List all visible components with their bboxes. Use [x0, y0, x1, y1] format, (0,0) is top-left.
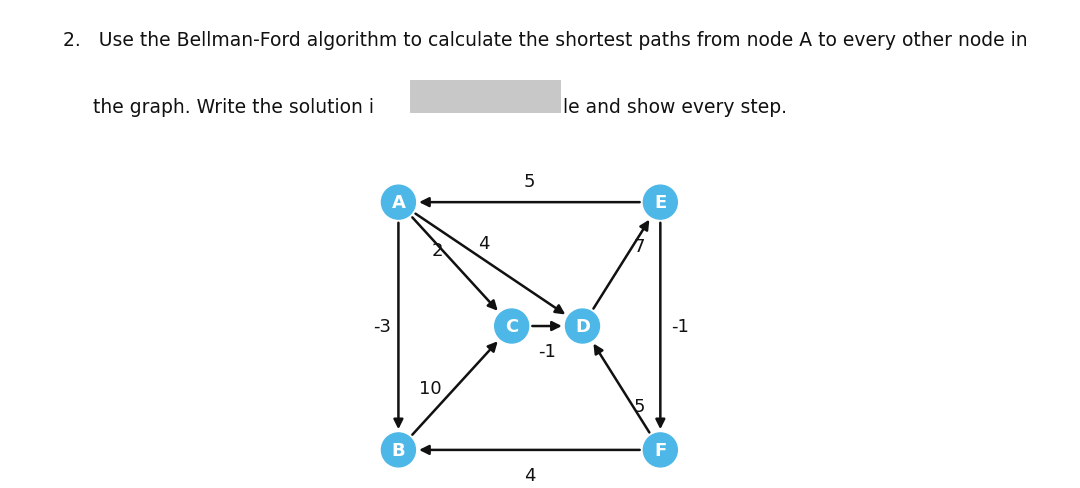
Text: B: B: [392, 441, 405, 459]
Text: 2: 2: [432, 242, 443, 260]
Text: -3: -3: [374, 317, 391, 335]
Text: F: F: [654, 441, 666, 459]
Text: A: A: [391, 194, 405, 212]
Text: -1: -1: [671, 317, 689, 335]
Circle shape: [566, 309, 599, 344]
Text: the graph. Write the solution i: the graph. Write the solution i: [63, 98, 374, 116]
Circle shape: [495, 309, 529, 344]
Text: 7: 7: [633, 238, 645, 256]
Text: 5: 5: [633, 397, 645, 415]
Text: 5: 5: [524, 173, 535, 190]
Circle shape: [381, 186, 416, 220]
Text: le and show every step.: le and show every step.: [563, 98, 787, 116]
Text: E: E: [654, 194, 666, 212]
Text: 4: 4: [524, 466, 535, 484]
Circle shape: [381, 433, 416, 467]
Text: 4: 4: [477, 234, 489, 252]
FancyBboxPatch shape: [410, 81, 561, 114]
Text: -1: -1: [538, 342, 556, 360]
Circle shape: [644, 433, 677, 467]
Circle shape: [644, 186, 677, 220]
Text: D: D: [575, 317, 590, 335]
Text: C: C: [505, 317, 518, 335]
Text: 2.   Use the Bellman-Ford algorithm to calculate the shortest paths from node A : 2. Use the Bellman-Ford algorithm to cal…: [63, 31, 1028, 50]
Text: 10: 10: [419, 379, 442, 397]
